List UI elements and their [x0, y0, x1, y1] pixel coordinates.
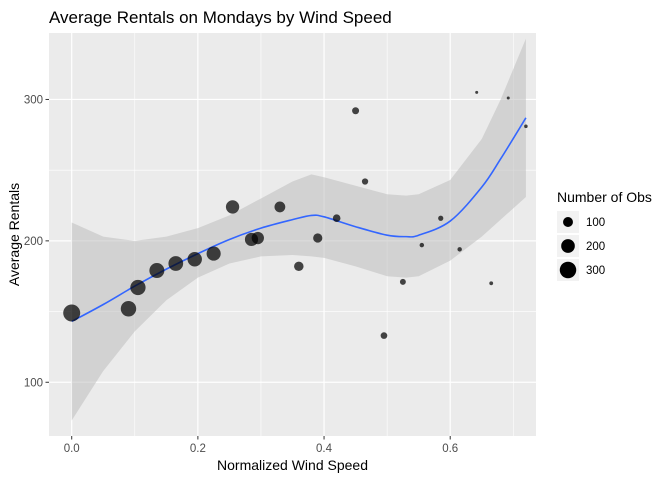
data-point [63, 304, 81, 322]
data-point [380, 332, 388, 339]
data-point [294, 261, 304, 272]
y-tick-label: 300 [24, 94, 43, 106]
data-point [130, 279, 146, 296]
legend-size-swatch [559, 261, 577, 279]
x-axis-title: Normalized Wind Speed [217, 457, 368, 473]
legend-size-swatch [563, 217, 573, 227]
data-point [438, 215, 444, 221]
legend-keys: 100 200 300 [557, 211, 605, 281]
data-point [168, 256, 184, 271]
data-point [274, 201, 286, 213]
x-tick-label: 0.2 [190, 443, 206, 455]
y-axis-title: Average Rentals [6, 183, 22, 286]
data-point [419, 242, 425, 248]
data-point [251, 231, 264, 245]
data-point [524, 124, 528, 129]
data-point [352, 107, 360, 115]
y-axis-ticks: 100 200 300 [24, 94, 49, 389]
legend-title: Number of Obs [557, 189, 652, 205]
confidence-band [71, 38, 526, 421]
data-point [361, 178, 369, 185]
data-point [332, 214, 341, 223]
data-point [489, 281, 494, 286]
data-point [187, 252, 202, 267]
x-tick-label: 0.0 [64, 443, 80, 455]
data-points [63, 90, 528, 339]
size-legend: Number of Obs 100 200 300 [557, 189, 652, 281]
y-tick-label: 100 [24, 377, 43, 389]
legend-label: 100 [586, 217, 605, 229]
data-point [206, 246, 221, 261]
data-point [149, 263, 165, 279]
x-tick-label: 0.6 [442, 443, 458, 455]
legend-size-swatch [561, 239, 575, 253]
legend-label: 300 [586, 265, 605, 277]
data-point [225, 200, 240, 214]
data-point [457, 247, 462, 252]
legend-label: 200 [586, 241, 605, 253]
data-point [506, 96, 510, 100]
x-axis-ticks: 0.0 0.2 0.4 0.6 [64, 436, 458, 455]
chart-title: Average Rentals on Mondays by Wind Speed [49, 8, 392, 27]
data-point [313, 233, 323, 243]
x-tick-label: 0.4 [316, 443, 333, 455]
y-tick-label: 200 [24, 236, 43, 248]
data-point [475, 90, 479, 94]
data-point [120, 301, 137, 317]
data-point [399, 278, 406, 285]
